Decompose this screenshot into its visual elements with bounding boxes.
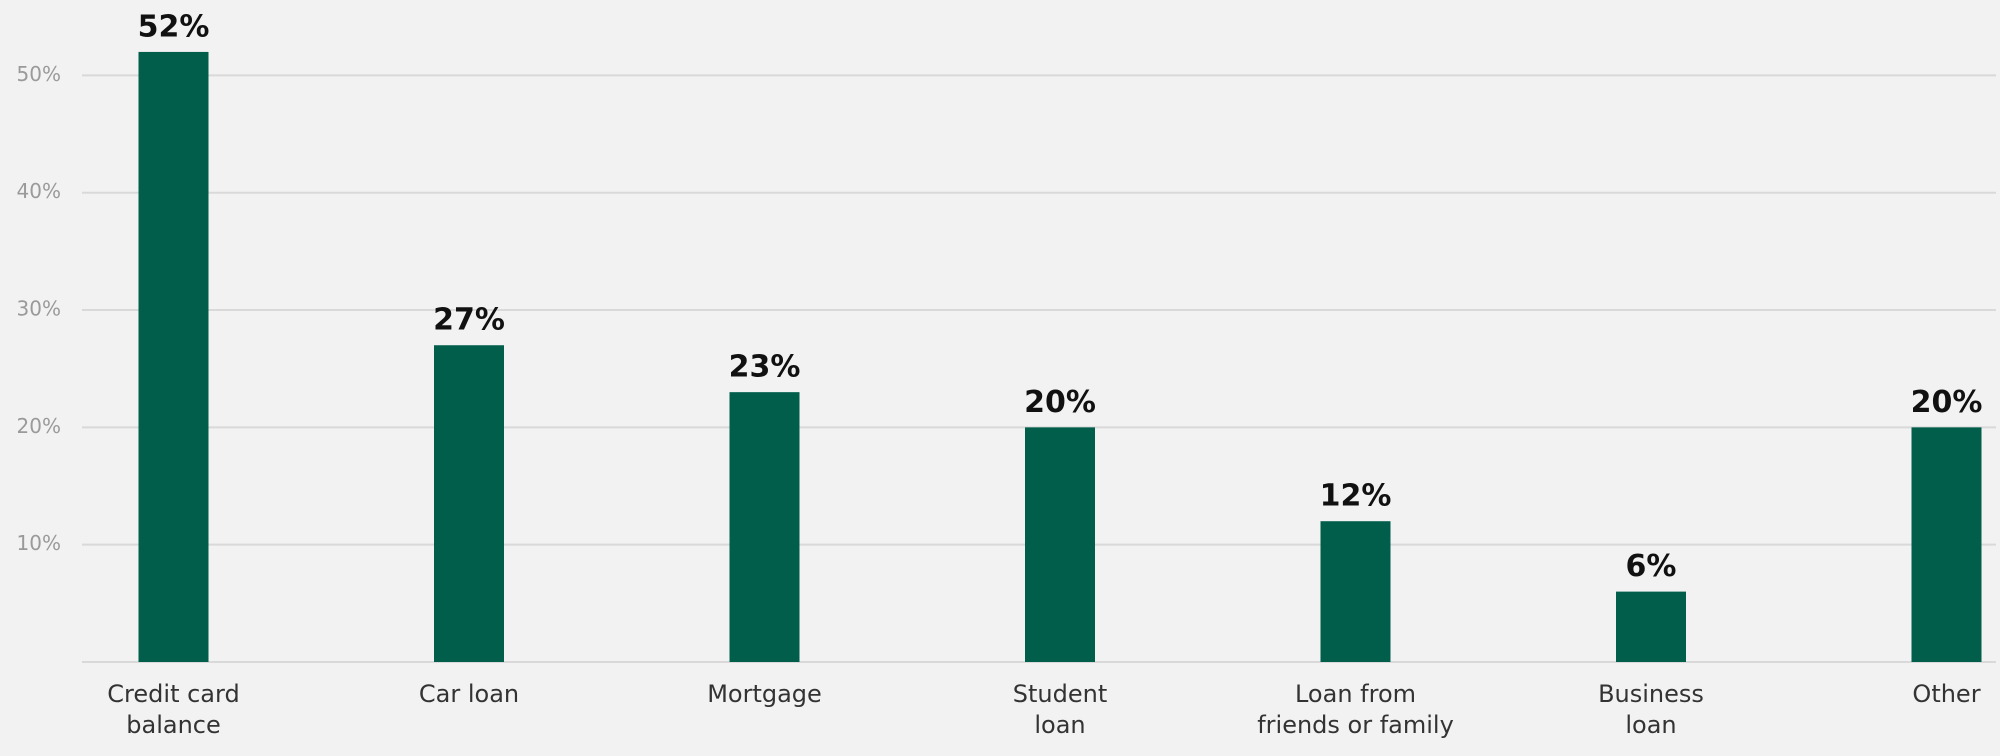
value-label: 12% (1320, 479, 1392, 514)
x-tick-label-line: friends or family (1257, 711, 1454, 739)
x-tick-label-line: loan (1034, 711, 1085, 739)
x-tick-label: Loan from friends or family (1257, 680, 1454, 739)
bar (1616, 591, 1686, 662)
value-label: 20% (1024, 385, 1096, 420)
bar (1320, 521, 1391, 662)
value-label: 6% (1626, 549, 1677, 584)
y-tick-label: 50% (17, 62, 61, 86)
bar (1911, 427, 1982, 662)
x-tick-label: Student loan (1013, 680, 1107, 739)
x-tick-label: Other (1912, 680, 1980, 708)
bar (729, 392, 800, 662)
x-tick-label-line: loan (1625, 711, 1676, 739)
x-tick-label: Business loan (1598, 680, 1704, 739)
x-tick-label-line: Mortgage (707, 680, 822, 708)
value-label: 27% (433, 303, 505, 338)
value-label: 23% (729, 350, 801, 385)
value-label: 20% (1911, 385, 1983, 420)
x-tick-label-line: Student (1013, 680, 1107, 708)
x-tick-label-line: Car loan (419, 680, 519, 708)
x-tick-label-line: Business (1598, 680, 1704, 708)
value-label: 52% (138, 9, 210, 44)
y-tick-label: 20% (17, 414, 61, 438)
x-tick-label-line: Credit card (107, 680, 239, 708)
bar (434, 345, 504, 662)
x-tick-label-line: Other (1912, 680, 1980, 708)
x-tick-label: Credit card balance (107, 680, 239, 739)
y-tick-label: 10% (17, 531, 61, 555)
x-tick-label: Mortgage (707, 680, 822, 708)
x-tick-label-line: balance (126, 711, 221, 739)
bar (1025, 427, 1095, 662)
y-tick-label: 40% (17, 179, 61, 203)
x-tick-label-line: Loan from (1295, 680, 1416, 708)
bar (138, 51, 209, 662)
y-tick-label: 30% (17, 297, 61, 321)
x-tick-label: Car loan (419, 680, 519, 708)
